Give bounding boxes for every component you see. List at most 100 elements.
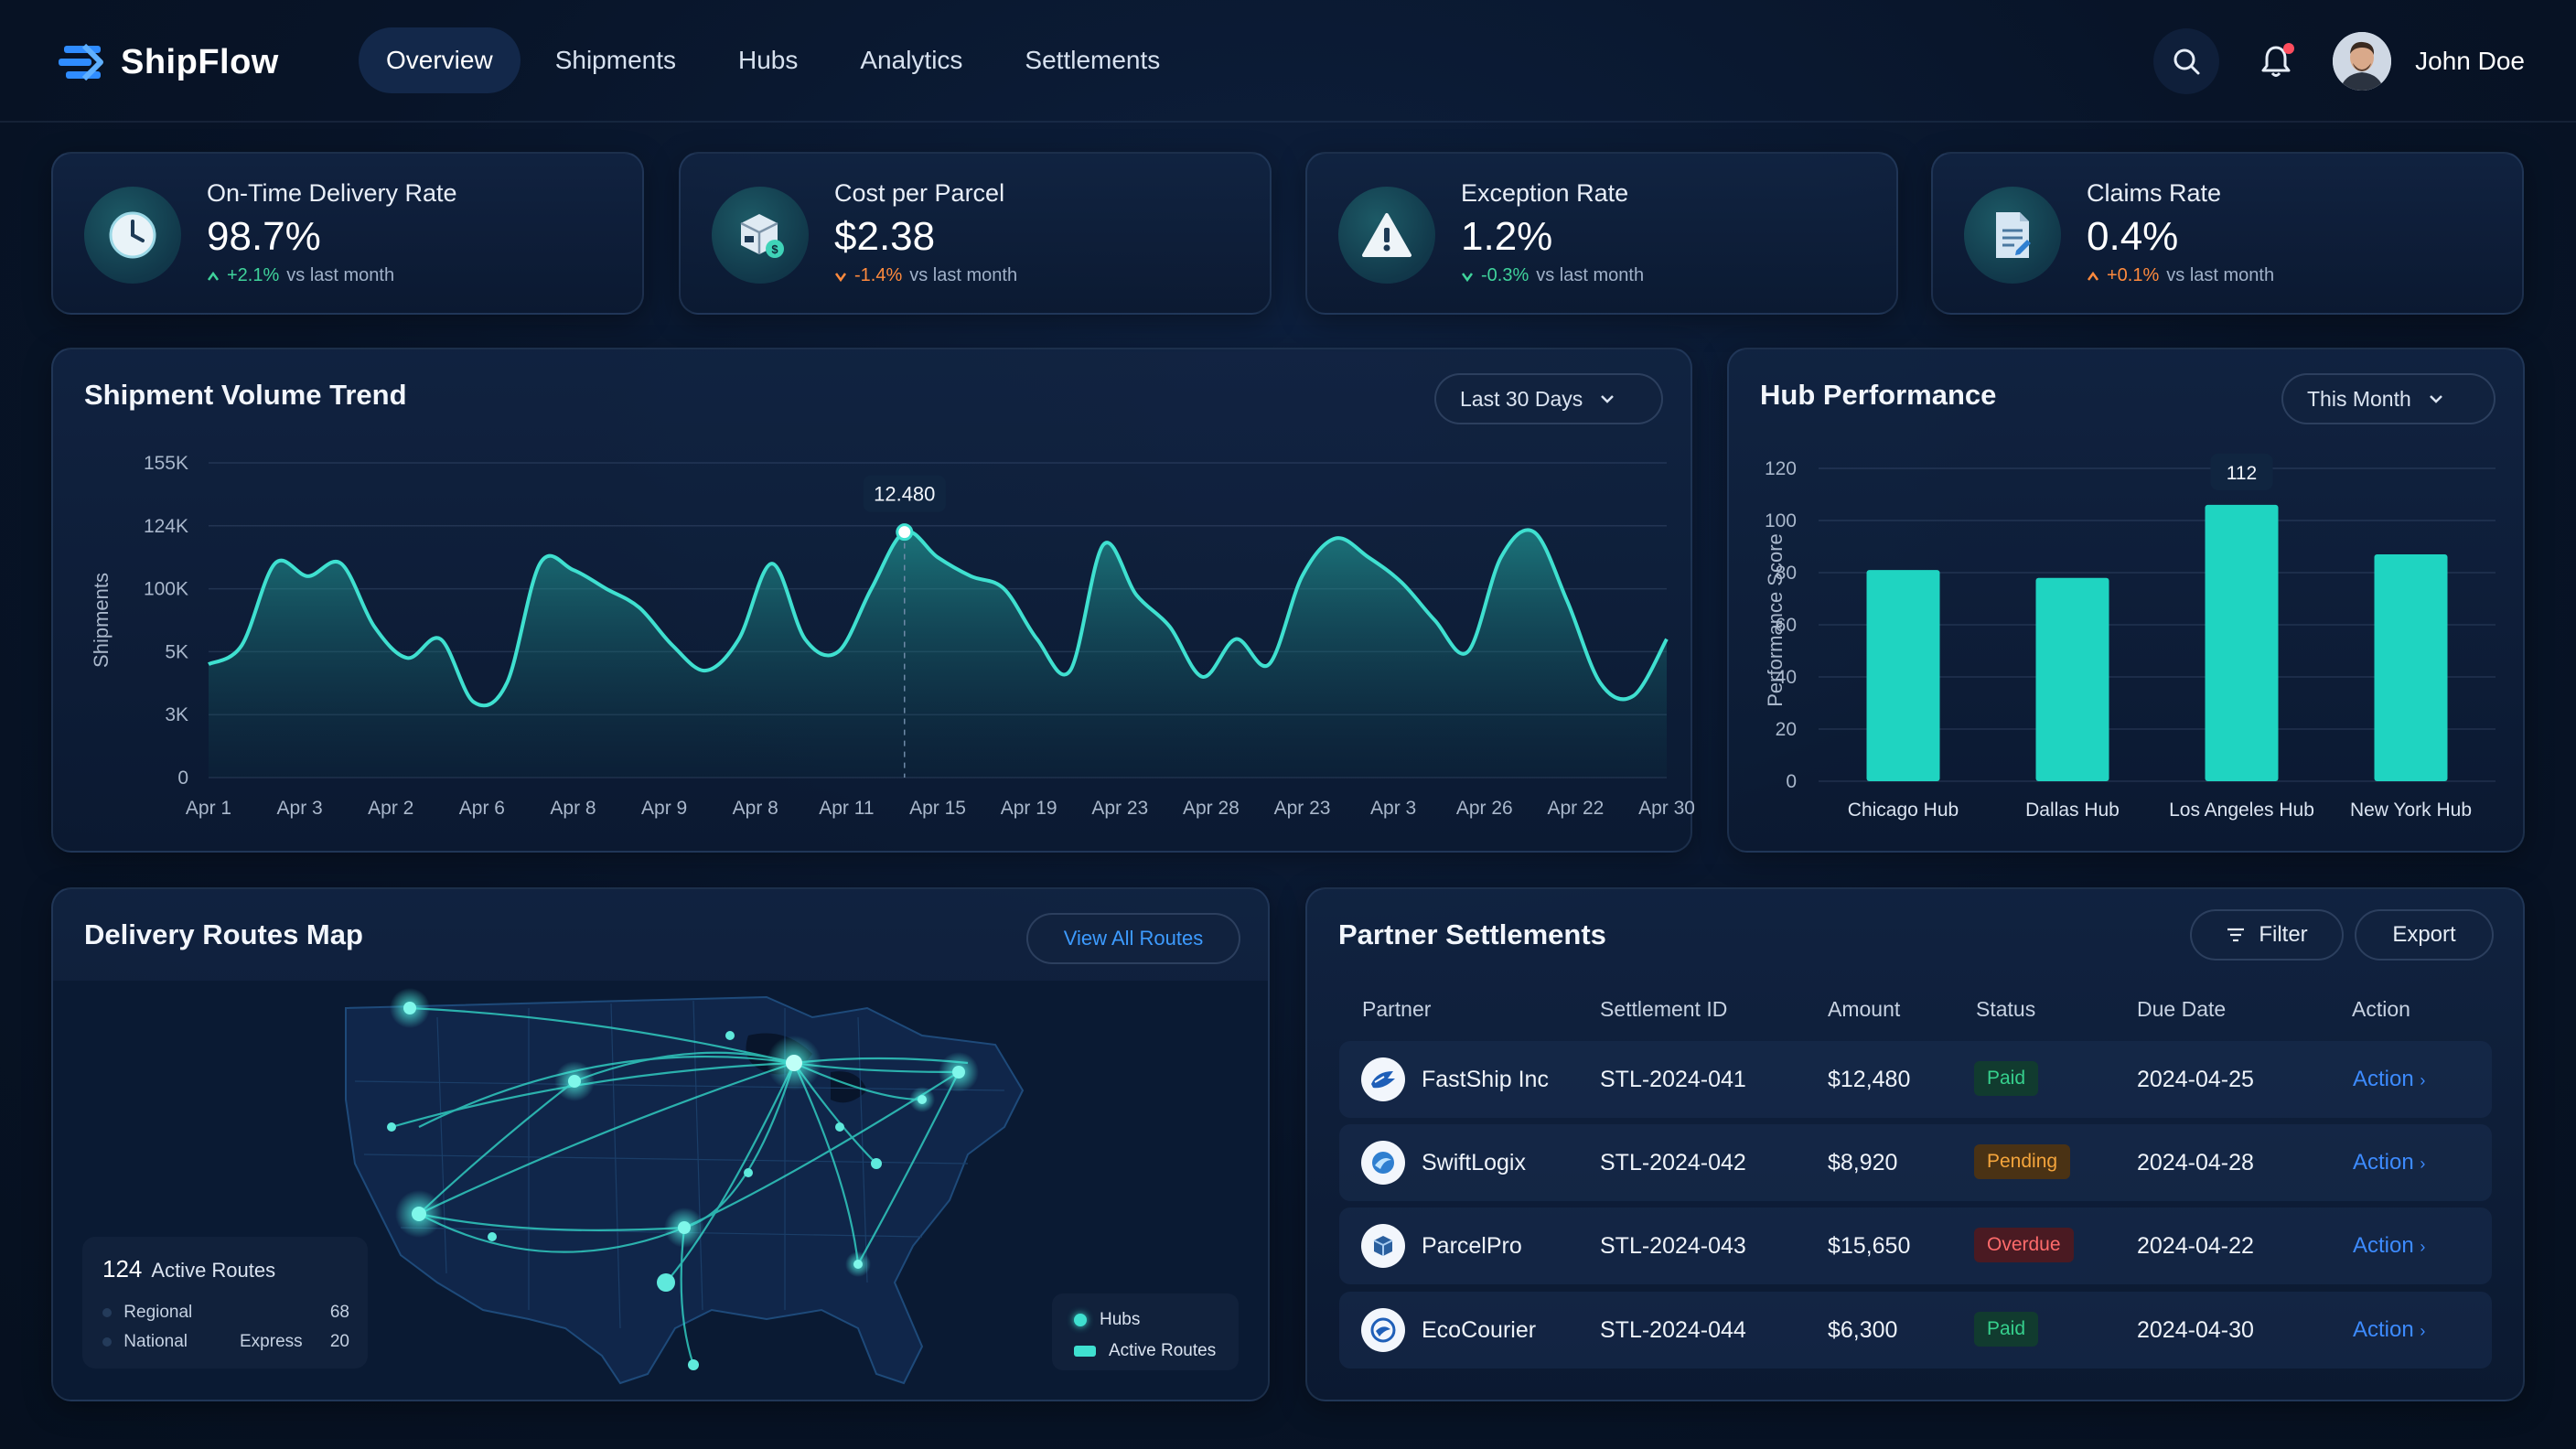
user-name[interactable]: John Doe <box>2415 47 2525 75</box>
hub-bar[interactable] <box>1866 570 1940 781</box>
avatar[interactable] <box>2333 32 2392 91</box>
volume-trend-card: Shipment Volume Trend Last 30 Days 0 3K 5K… <box>51 348 1694 853</box>
kpi-card-exception[interactable]: Exception Rate 1.2% -0.3% vs last month <box>1305 152 1898 315</box>
due-date: 2024-04-28 <box>2137 1150 2254 1175</box>
kpi-delta-suffix: vs last month <box>286 265 395 285</box>
national-label: National <box>123 1332 188 1351</box>
nav-shipments[interactable]: Shipments <box>554 46 676 74</box>
app-name: ShipFlow <box>121 42 279 81</box>
kpi-delta-suffix: vs last month <box>909 265 1018 285</box>
nav-overview[interactable]: Overview <box>359 27 521 93</box>
kpi-delta-suffix: vs last month <box>2166 265 2275 285</box>
settlements-title: Partner Settlements <box>1338 918 1606 950</box>
table-row[interactable]: EcoCourier STL-2024-044 $6,300 Paid 2024… <box>1339 1292 2492 1368</box>
hub-x-label: Chicago Hub <box>1848 800 1959 821</box>
notification-dot <box>2283 43 2295 54</box>
kpi-delta-value: -0.3% <box>1481 265 1530 285</box>
kpi-card-claims[interactable]: Claims Rate 0.4% +0.1% vs last month <box>1931 152 2524 315</box>
arrow-up-icon <box>207 271 220 281</box>
volume-x-tick: Apr 9 <box>641 798 687 819</box>
chevron-right-icon: › <box>2420 1322 2426 1340</box>
peak-tooltip-value: 12.480 <box>874 483 935 506</box>
nav-settlements[interactable]: Settlements <box>1025 46 1161 74</box>
settlement-id: STL-2024-042 <box>1600 1150 1746 1175</box>
volume-x-tick: Apr 22 <box>1547 798 1604 819</box>
chevron-right-icon: › <box>2420 1238 2426 1256</box>
hub-y-tick: 80 <box>1776 563 1797 584</box>
row-action-link[interactable]: Action › <box>2353 1067 2425 1092</box>
kpi-delta: -1.4% vs last month <box>834 265 1017 286</box>
document-icon <box>1996 212 2031 258</box>
volume-y-tick: 0 <box>177 767 188 789</box>
volume-y-tick: 155K <box>144 453 188 474</box>
kpi-card-ontime[interactable]: On-Time Delivery Rate 98.7% +2.1% vs las… <box>51 152 644 315</box>
volume-x-tick: Apr 8 <box>733 798 778 819</box>
main-nav: Overview Shipments Hubs Analytics Settle… <box>359 27 1187 93</box>
volume-x-tick: Apr 28 <box>1183 798 1240 819</box>
volume-y-tick: 124K <box>144 516 188 537</box>
hub-y-tick: 100 <box>1765 510 1797 531</box>
amount: $8,920 <box>1828 1150 1898 1175</box>
table-row[interactable]: SwiftLogix STL-2024-042 $8,920 Pending 2… <box>1339 1124 2492 1201</box>
export-button[interactable]: Export <box>2355 909 2494 961</box>
peak-point[interactable] <box>896 523 914 542</box>
routes-map-card: Delivery Routes Map View All Routes <box>51 887 1270 1401</box>
hub-y-axis-label: Performance Score <box>1764 533 1787 707</box>
kpi-label: On-Time Delivery Rate <box>207 179 457 207</box>
hub-bar[interactable] <box>2035 577 2109 781</box>
due-date: 2024-04-22 <box>2137 1233 2254 1259</box>
active-routes-summary: 124 Active Routes Regional 68 National E… <box>82 1237 368 1368</box>
express-value: 20 <box>329 1332 349 1351</box>
express-label: Express <box>240 1332 303 1351</box>
row-action-link[interactable]: Action › <box>2353 1150 2425 1175</box>
volume-x-tick: Apr 3 <box>1370 798 1416 819</box>
view-all-routes-button[interactable]: View All Routes <box>1026 913 1240 964</box>
kpi-delta-value: +2.1% <box>227 265 280 285</box>
partner-name: FastShip Inc <box>1422 1067 1549 1092</box>
brand[interactable]: ShipFlow <box>57 37 279 88</box>
shipflow-logo-icon <box>59 43 103 81</box>
action-label: Action <box>2353 1067 2414 1091</box>
map-legend: Hubs Active Routes <box>1052 1293 1239 1370</box>
chevron-right-icon: › <box>2420 1071 2426 1089</box>
hub-bar[interactable] <box>2205 504 2279 781</box>
hub-range-dropdown[interactable]: This Month <box>2281 373 2496 424</box>
search-button[interactable] <box>2153 28 2220 94</box>
hub-bar-tooltip <box>2210 453 2273 490</box>
chevron-down-icon <box>1601 395 1615 403</box>
volume-y-tick: 5K <box>165 641 188 662</box>
kpi-delta: -0.3% vs last month <box>1461 265 1644 286</box>
parcelpro-logo-icon <box>1361 1224 1405 1268</box>
table-row[interactable]: FastShip Inc STL-2024-041 $12,480 Paid 2… <box>1339 1041 2492 1118</box>
volume-trend-title: Shipment Volume Trend <box>84 379 407 411</box>
row-action-link[interactable]: Action › <box>2353 1233 2425 1259</box>
volume-y-tick: 100K <box>144 579 188 600</box>
legend-hubs-label: Hubs <box>1100 1310 1141 1329</box>
filter-button[interactable]: Filter <box>2190 909 2344 961</box>
status-badge: Paid <box>1974 1312 2039 1347</box>
kpi-label: Exception Rate <box>1461 179 1629 207</box>
regional-label: Regional <box>123 1303 193 1322</box>
row-action-link[interactable]: Action › <box>2353 1317 2425 1343</box>
table-row[interactable]: ParcelPro STL-2024-043 $15,650 Overdue 2… <box>1339 1208 2492 1284</box>
nav-analytics[interactable]: Analytics <box>860 46 963 74</box>
volume-x-tick: Apr 11 <box>819 798 874 819</box>
volume-x-tick: Apr 6 <box>459 798 505 819</box>
notifications-button[interactable] <box>2243 28 2309 94</box>
volume-x-tick: Apr 8 <box>550 798 596 819</box>
action-label: Action <box>2353 1150 2414 1175</box>
regional-dot <box>102 1308 112 1317</box>
col-status: Status <box>1976 997 2036 1021</box>
volume-x-tick: Apr 23 <box>1274 798 1331 819</box>
nav-hubs[interactable]: Hubs <box>738 46 799 74</box>
amount: $12,480 <box>1828 1067 1911 1092</box>
kpi-card-cost[interactable]: $ Cost per Parcel $2.38 -1.4% vs last mo… <box>679 152 1272 315</box>
hub-performance-card: Hub Performance This Month 0 20 40 60 80 100 1… <box>1727 348 2525 853</box>
hub-bar[interactable] <box>2374 554 2448 781</box>
routes-map-title: Delivery Routes Map <box>84 918 363 950</box>
volume-x-tick: Apr 26 <box>1456 798 1513 819</box>
volume-range-dropdown[interactable]: Last 30 Days <box>1434 373 1663 424</box>
settlement-id: STL-2024-044 <box>1600 1317 1746 1343</box>
arrow-up-icon <box>2087 271 2099 281</box>
due-date: 2024-04-30 <box>2137 1317 2254 1343</box>
